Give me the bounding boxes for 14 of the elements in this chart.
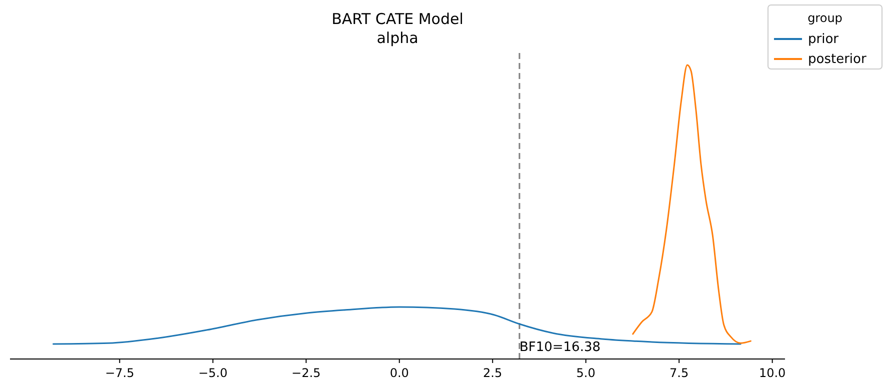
x-tick-label: 0.0 (390, 366, 409, 380)
x-tick-label: −7.5 (105, 366, 134, 380)
legend-label: posterior (808, 52, 867, 67)
chart-subtitle: alpha (376, 29, 418, 47)
annotation: BF10=16.38 (519, 340, 601, 355)
x-tick-label: −2.5 (292, 366, 321, 380)
legend-label: prior (808, 32, 840, 47)
legend-title: group (808, 11, 842, 25)
x-tick-label: −5.0 (198, 366, 228, 380)
x-tick-label: 7.5 (670, 366, 689, 380)
x-tick-label: 10.0 (758, 366, 786, 380)
chart-title: BART CATE Model (332, 10, 464, 28)
x-tick-label: 5.0 (576, 366, 596, 380)
x-tick-label: 2.5 (483, 366, 502, 380)
